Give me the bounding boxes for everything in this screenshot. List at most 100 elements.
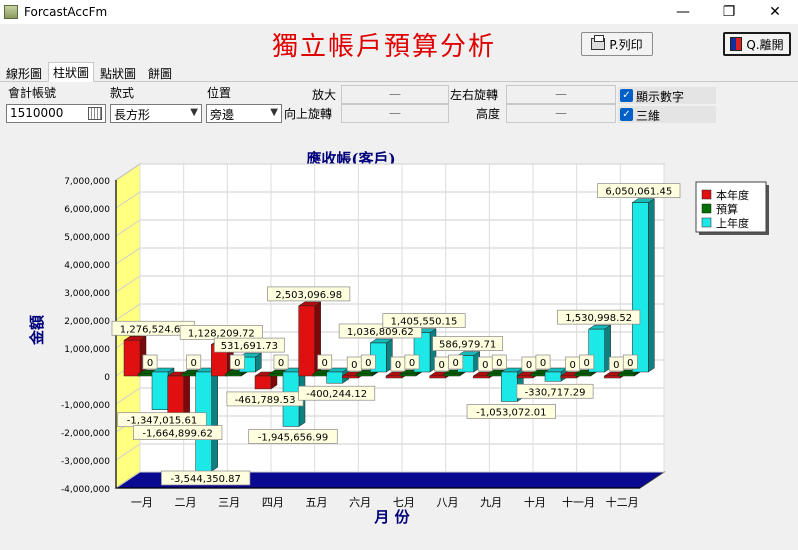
x-tick-label: 十二月 — [606, 495, 639, 509]
y-tick-label: 6,000,000 — [64, 205, 110, 215]
close-button[interactable]: ✕ — [769, 4, 781, 20]
style-label: 款式 — [110, 86, 135, 100]
bar[interactable] — [560, 375, 577, 379]
data-label: 1,128,209.72 — [188, 328, 255, 339]
position-select[interactable]: 旁邊 ▼ — [206, 104, 282, 123]
print-button-label: P.列印 — [609, 37, 643, 52]
bar[interactable] — [151, 371, 169, 410]
data-label-box — [248, 429, 338, 444]
data-label-box — [186, 354, 202, 370]
bar[interactable] — [501, 371, 518, 402]
bar[interactable] — [544, 371, 562, 382]
bar[interactable] — [516, 375, 534, 379]
x-tick-label: 一月 — [131, 496, 153, 509]
rotate-up-field: — — [341, 104, 449, 123]
bar[interactable] — [137, 373, 155, 377]
data-label-box — [213, 337, 285, 353]
exit-icon — [730, 37, 743, 51]
controls-panel: 會計帳號 1510000 款式 長方形 ▼ 位置 旁邊 ▼ 放大 — 向上旋轉 … — [0, 82, 798, 128]
bar[interactable] — [429, 375, 446, 379]
legend-label: 上年度 — [716, 216, 749, 230]
data-label-box — [491, 354, 507, 370]
data-label: -1,347,015.61 — [127, 416, 197, 427]
bar[interactable] — [268, 373, 286, 377]
data-label: 1,530,998.52 — [565, 313, 632, 324]
zoom-field: — — [341, 85, 449, 104]
bar[interactable] — [604, 375, 621, 379]
account-input[interactable]: 1510000 — [6, 104, 106, 123]
height-field: — — [506, 104, 616, 123]
bar[interactable] — [574, 373, 591, 377]
x-tick-label: 六月 — [349, 496, 371, 509]
calendar-icon[interactable] — [88, 107, 102, 120]
data-label: -1,945,656.99 — [258, 432, 328, 443]
x-axis-title: 月 份 — [373, 508, 410, 526]
data-label-box — [267, 286, 351, 302]
x-tick-label: 七月 — [393, 496, 415, 509]
header-bar: 獨立帳戶預算分析 P.列印 Q.離開 — [0, 24, 798, 62]
data-label-box — [466, 404, 556, 419]
y-tick-label: 4,000,000 — [64, 261, 110, 271]
bar[interactable] — [443, 373, 460, 377]
window-titlebar: ForcastAccFm — ❐ ✕ — [0, 0, 798, 24]
data-label-box — [448, 354, 464, 370]
tab-bar-chart[interactable]: 柱狀圖 — [48, 62, 95, 83]
data-label: 0 — [409, 358, 415, 369]
rotate-up-label: 向上旋轉 — [284, 107, 333, 121]
data-label: 0 — [526, 360, 532, 371]
bar[interactable] — [342, 375, 359, 379]
tab-dot-chart[interactable]: 點狀圖 — [100, 67, 137, 81]
data-label: 0 — [147, 358, 153, 369]
maximize-button[interactable]: ❐ — [722, 4, 736, 20]
bar[interactable] — [618, 373, 635, 377]
tab-line-chart[interactable]: 線形圖 — [6, 67, 43, 81]
bar[interactable] — [487, 373, 504, 377]
x-tick-label: 二月 — [175, 496, 197, 509]
bar[interactable] — [312, 373, 329, 377]
chart-type-tabs: 線形圖 柱狀圖 點狀圖 餅圖 — [0, 62, 798, 83]
page-title: 獨立帳戶預算分析 — [272, 32, 497, 62]
exit-button[interactable]: Q.離開 — [723, 32, 791, 56]
y-tick-label: 1,000,000 — [64, 345, 110, 355]
bar[interactable] — [632, 202, 649, 373]
show-numbers-label: 顯示數字 — [636, 90, 685, 104]
show-numbers-bg — [618, 87, 716, 104]
bar[interactable] — [123, 340, 141, 377]
rotate-lr-label: 左右旋轉 — [450, 88, 499, 102]
bar[interactable] — [356, 373, 373, 377]
y-tick-label: 3,000,000 — [64, 289, 110, 299]
bar[interactable] — [530, 373, 548, 377]
bar[interactable] — [254, 375, 272, 390]
data-label-box — [516, 383, 594, 399]
style-select[interactable]: 長方形 ▼ — [110, 104, 202, 123]
data-label: -400,244.12 — [306, 389, 367, 400]
data-label: -1,053,072.01 — [476, 407, 546, 418]
data-label-box — [432, 336, 504, 351]
minimize-button[interactable]: — — [676, 4, 690, 20]
data-label-box — [404, 354, 420, 370]
three-d-bg — [618, 106, 716, 123]
bar[interactable] — [298, 305, 315, 377]
show-numbers-checkbox[interactable]: ✓ — [620, 89, 633, 102]
tab-pie-chart[interactable]: 餅圖 — [148, 67, 173, 81]
data-label: 1,405,550.15 — [391, 317, 458, 328]
account-label: 會計帳號 — [8, 86, 57, 100]
bar[interactable] — [385, 375, 403, 379]
data-label-box — [360, 354, 376, 370]
three-d-label: 三維 — [636, 109, 661, 123]
three-d-checkbox[interactable]: ✓ — [620, 108, 633, 121]
bar[interactable] — [225, 373, 242, 377]
bar[interactable] — [399, 373, 417, 377]
x-tick-label: 四月 — [262, 496, 284, 509]
zoom-label: 放大 — [312, 88, 337, 102]
exit-button-label: Q.離開 — [746, 37, 784, 52]
data-label-box — [597, 183, 681, 198]
bar[interactable] — [473, 375, 490, 379]
y-tick-label: -3,000,000 — [61, 457, 110, 467]
bar[interactable] — [326, 371, 343, 384]
chevron-down-icon: ▼ — [190, 107, 198, 118]
bar[interactable] — [181, 373, 198, 377]
print-button[interactable]: P.列印 — [581, 32, 653, 56]
bar-side — [648, 198, 655, 373]
data-label-box — [161, 470, 251, 486]
